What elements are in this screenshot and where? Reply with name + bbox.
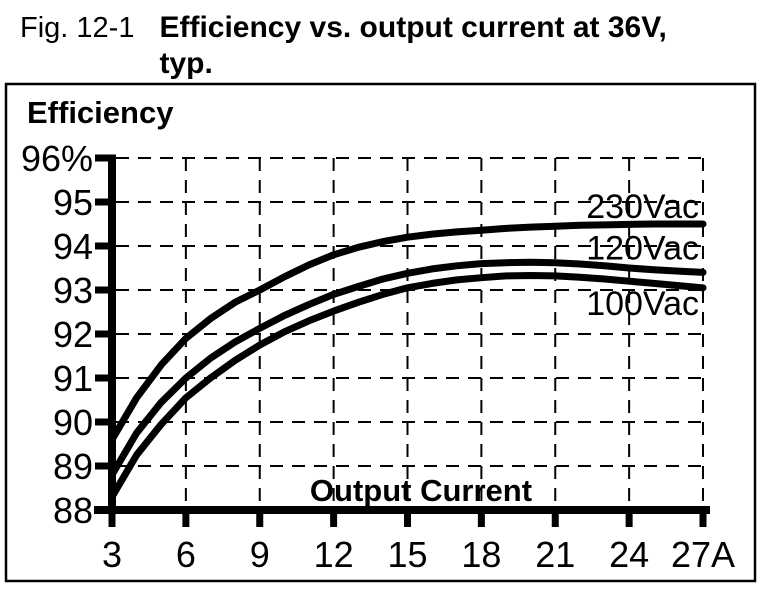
series-curves	[108, 220, 707, 501]
axes	[94, 154, 710, 527]
figure-title: Efficiency vs. output current at 36V, ty…	[159, 10, 666, 82]
y-tick-label-95: 95	[53, 182, 93, 223]
x-tick-label-6: 6	[176, 534, 196, 575]
x-tick-label-3: 3	[102, 534, 122, 575]
x-tick-label-27: 27A	[671, 534, 735, 575]
figure-title-line1: Efficiency vs. output current at 36V,	[159, 11, 667, 44]
chart-title: Efficiency	[27, 95, 174, 130]
chart-frame	[4, 82, 757, 583]
y-tick-label-93: 93	[53, 270, 93, 311]
series-label-230Vac: 230Vac	[586, 188, 699, 226]
y-tick-label-89: 89	[53, 446, 93, 487]
x-tick-label-21: 21	[535, 534, 575, 575]
series-line-230Vac	[108, 220, 707, 444]
y-tick-label-94: 94	[53, 226, 93, 267]
x-tick-label-9: 9	[250, 534, 270, 575]
series-label-120Vac: 120Vac	[586, 229, 699, 267]
grid	[116, 157, 704, 506]
figure-number-label: Fig. 12-1	[20, 12, 135, 44]
y-tick-label-91: 91	[53, 358, 93, 399]
y-tick-label-90: 90	[53, 402, 93, 443]
x-tick-label-24: 24	[609, 534, 649, 575]
x-tick-label-15: 15	[387, 534, 427, 575]
series-label-100Vac: 100Vac	[586, 285, 699, 323]
series-line-120Vac	[108, 258, 707, 479]
x-tick-label-12: 12	[314, 534, 354, 575]
figure-title-line2: typ.	[159, 47, 213, 80]
series-line-100Vac	[108, 272, 707, 501]
y-tick-label-92: 92	[53, 314, 93, 355]
y-tick-label-96: 96%	[21, 138, 93, 179]
y-tick-label-88: 88	[53, 490, 93, 531]
x-tick-label-18: 18	[461, 534, 501, 575]
x-axis-label: Output Current	[310, 473, 532, 508]
figure-caption: Fig. 12-1 Efficiency vs. output current …	[20, 10, 667, 82]
